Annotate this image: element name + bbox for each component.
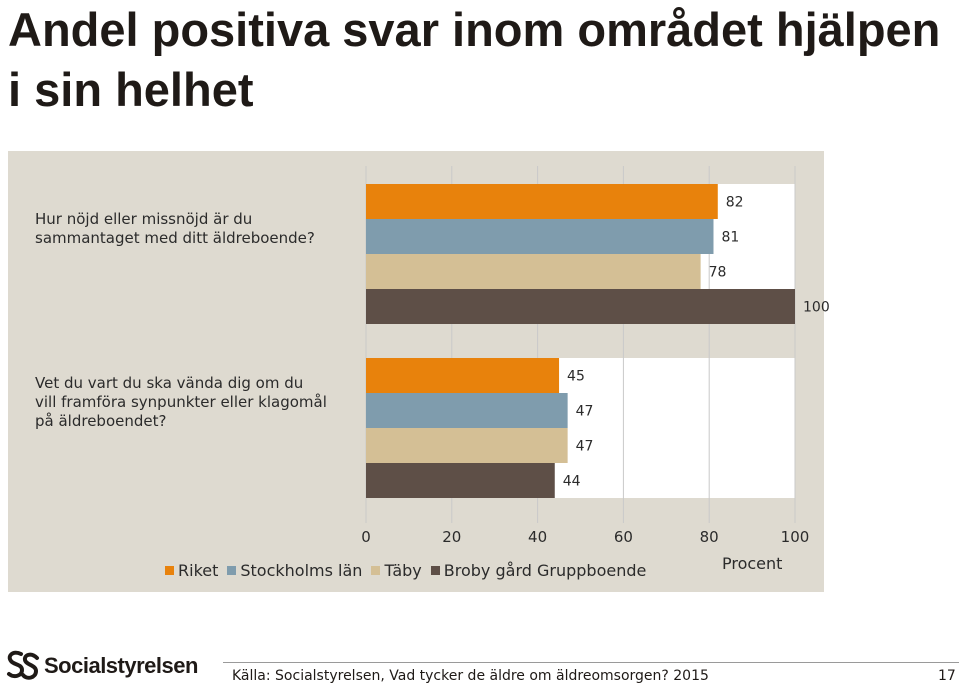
page-title: Andel positiva svar inom området hjälpen… [8, 3, 941, 116]
page-number: 17 [938, 668, 956, 684]
bar-group2-series2 [366, 393, 568, 428]
data-label-group2-series2: 47 [576, 404, 594, 420]
legend-swatch-riket [165, 565, 174, 575]
x-tick-label-80: 80 [700, 528, 719, 546]
bar-group1-series1 [366, 184, 718, 219]
legend-item-riket: Riket [165, 561, 218, 580]
x-tick-label-20: 20 [442, 528, 461, 546]
x-tick-label-60: 60 [614, 528, 633, 546]
legend-label-stockholms-lan: Stockholms län [240, 560, 363, 580]
bar-group2-series4 [366, 463, 555, 498]
x-tick-label-40: 40 [528, 528, 547, 546]
legend-swatch-stockholms-lan [227, 565, 237, 575]
source-text: Källa: Socialstyrelsen, Vad tycker de äl… [232, 668, 709, 684]
legend-item-stockholms-lan: Stockholms län [227, 561, 362, 580]
bar-group1-series3 [366, 254, 701, 289]
legend-label-broby-gard: Broby gård Gruppboende [443, 560, 647, 580]
data-label-group2-series3: 47 [576, 439, 594, 455]
socialstyrelsen-logo: Socialstyrelsen [5, 648, 198, 684]
data-label-group1-series1: 82 [726, 195, 744, 211]
legend-swatch-broby-gard [430, 565, 440, 575]
data-label-group1-series2: 81 [721, 230, 739, 246]
data-label-group1-series4: 100 [803, 300, 830, 316]
x-axis-title: Procent [722, 554, 783, 573]
data-label-group1-series3: 78 [709, 265, 727, 281]
logo-mark-icon [7, 650, 39, 680]
footer-divider [223, 662, 959, 663]
category-label-1: Hur nöjd eller missnöjd är du sammantage… [35, 210, 315, 247]
bar-group2-series1 [366, 358, 560, 393]
bar-group1-series2 [366, 219, 714, 254]
category-label-2: Vet du vart du ska vända dig om du vill … [35, 374, 327, 430]
x-tick-label-100: 100 [781, 528, 810, 546]
bar-group1-series4 [366, 289, 795, 324]
legend-label-riket: Riket [178, 560, 219, 580]
legend-item-broby-gard: Broby gård Gruppboende [430, 560, 647, 580]
data-label-group2-series4: 44 [563, 474, 581, 490]
data-label-group2-series1: 45 [567, 369, 585, 385]
bar-group2-series3 [366, 428, 568, 463]
logo-text: Socialstyrelsen [44, 653, 198, 678]
x-tick-label-0: 0 [361, 528, 371, 546]
legend-swatch-taby [371, 565, 381, 575]
legend-item-taby: Täby [371, 560, 422, 580]
chart-legend: Riket Stockholms län Täby Broby gård Gru… [165, 560, 655, 580]
legend-label-taby: Täby [384, 560, 422, 580]
